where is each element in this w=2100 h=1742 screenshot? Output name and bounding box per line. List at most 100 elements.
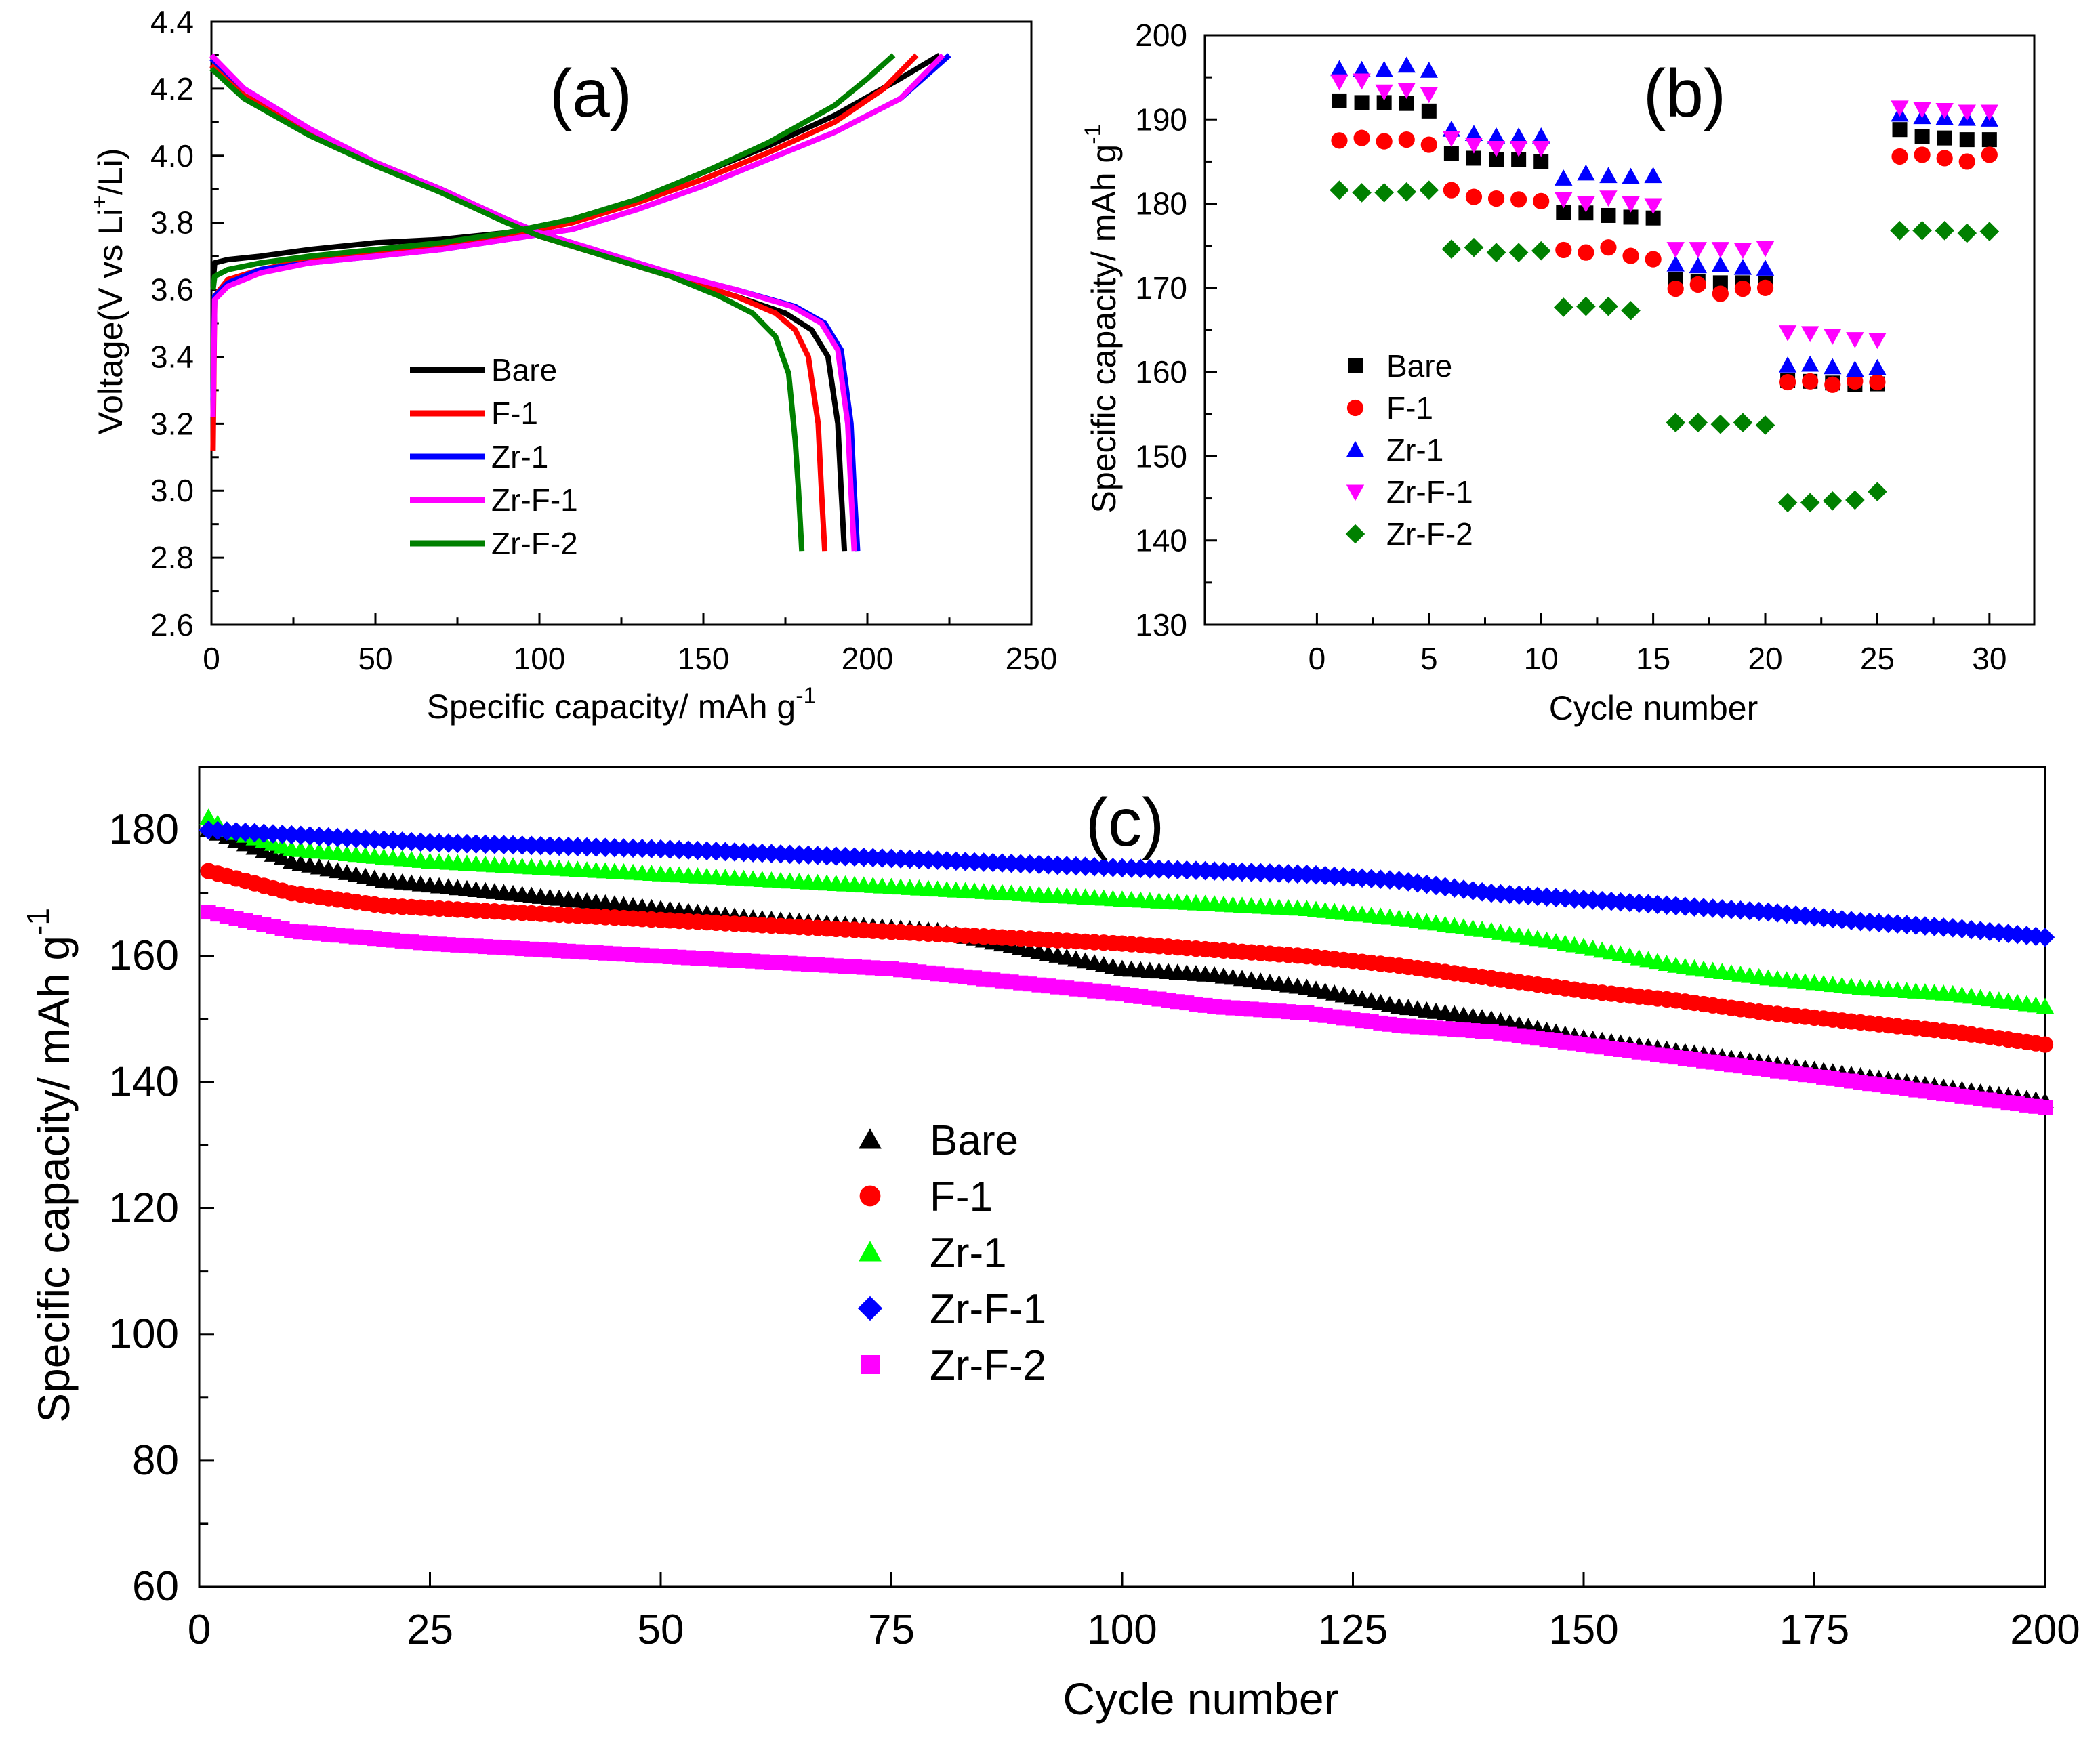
legend-label: F-1 [491, 396, 538, 431]
point-zr-f-2 [1979, 222, 2000, 241]
point-f-1 [1936, 150, 1953, 167]
point-f-1 [1914, 146, 1931, 163]
point-zr-f-2 [1599, 296, 1618, 316]
point-zr-1 [1397, 56, 1416, 73]
point-f-1 [1645, 251, 1662, 268]
point-zr-f-1 [1398, 872, 1418, 892]
point-zr-f-1 [1758, 902, 1778, 922]
point-zr-1 [1824, 358, 1842, 375]
y-tick-label: 180 [1135, 186, 1187, 222]
legend-b: Bare F-1 Zr-1 Zr-F-1 Zr-F-2 [1345, 348, 1473, 552]
point-zr-f-1 [1666, 896, 1686, 916]
point-zr-f-2 [1957, 223, 1977, 243]
point-zr-f-2 [1890, 221, 1910, 241]
point-zr-f-1 [1824, 329, 1842, 345]
legend-label: Zr-F-1 [930, 1286, 1046, 1333]
plot-frame-a [210, 20, 1033, 626]
point-zr-f-1 [1913, 102, 1931, 119]
point-zr-f-2 [1868, 482, 1887, 501]
x-tick-label: 150 [1548, 1606, 1618, 1653]
point-bare [1645, 210, 1661, 226]
point-zr-1 [1756, 260, 1775, 276]
panel-b: 0 5 10 15 20 25 30 130 140 150 160 170 180 190 200 (b) B… [1080, 18, 2036, 727]
y-tick-label: 3.2 [150, 406, 194, 441]
point-zr-f-1 [1353, 73, 1371, 90]
panel-label-b: (b) [1643, 56, 1726, 131]
point-zr-1 [1509, 127, 1528, 144]
point-zr-f-1 [1599, 190, 1618, 207]
legend-marker-f-1 [1346, 399, 1364, 417]
point-zr-f-1 [1739, 900, 1760, 921]
panel-label-a: (a) [550, 56, 632, 131]
point-zr-f-1 [1795, 906, 1815, 926]
y-tick-label: 80 [132, 1437, 179, 1484]
point-zr-f-2 [1822, 491, 1842, 511]
point-bare [1959, 132, 1975, 148]
point-zr-f-1 [1577, 196, 1595, 213]
point-f-1 [1376, 133, 1393, 150]
y-tick-label: 160 [1135, 354, 1187, 390]
point-zr-f-2 [1419, 180, 1439, 200]
y-tick-label: 190 [1135, 102, 1187, 137]
point-zr-f-1 [1933, 917, 1954, 937]
x-tick-label: 0 [188, 1606, 211, 1653]
point-zr-f-1 [1935, 103, 1954, 119]
point-zr-1 [1599, 167, 1618, 184]
point-zr-f-1 [1509, 140, 1528, 157]
legend-label: F-1 [930, 1174, 993, 1220]
point-zr-1 [1353, 60, 1371, 77]
x-tick-label: 200 [842, 641, 894, 676]
point-zr-f-1 [1891, 100, 1909, 117]
point-zr-1 [1464, 125, 1483, 141]
point-zr-1 [1555, 169, 1573, 186]
y-tick-label: 100 [109, 1311, 179, 1358]
y-tick-label: 160 [109, 932, 179, 979]
legend-marker-zr-f-2 [1345, 524, 1365, 544]
point-bare [1332, 93, 1347, 108]
point-bare [1578, 205, 1594, 221]
x-tick-label: 0 [1309, 641, 1326, 676]
point-zr-1 [1689, 257, 1707, 274]
point-zr-1 [1666, 255, 1685, 272]
x-tick-label: 20 [1748, 641, 1782, 676]
series-f-1 [200, 863, 2054, 1053]
legend-c: Bare F-1 Zr-1 Zr-F-1 Zr-F-2 [857, 1117, 1046, 1389]
point-bare [1556, 205, 1571, 220]
point-bare [1399, 96, 1414, 111]
plot-frame-c [198, 766, 2046, 1588]
series-line-zr-f-2-discharge [209, 66, 805, 552]
legend-marker-zr-1 [1346, 440, 1365, 457]
x-tick-label: 175 [1779, 1606, 1849, 1653]
x-axis-label-c: Cycle number [1063, 1674, 1338, 1724]
point-zr-f-1 [1555, 192, 1573, 209]
point-zr-f-1 [1509, 885, 1529, 905]
point-zr-f-1 [217, 821, 237, 841]
point-zr-1 [1330, 60, 1348, 77]
point-zr-1 [199, 808, 218, 825]
point-zr-f-1 [2017, 926, 2037, 945]
x-tick-label: 30 [1972, 641, 2006, 676]
point-bare [1511, 152, 1527, 167]
point-bare [1443, 146, 1459, 161]
point-zr-1 [2036, 997, 2055, 1014]
point-f-1 [1667, 281, 1684, 297]
point-zr-f-2 [1486, 243, 1506, 262]
point-f-1 [1487, 190, 1505, 207]
point-zr-f-1 [1756, 241, 1775, 257]
point-bare [1533, 154, 1549, 169]
point-zr-1 [1778, 356, 1797, 373]
x-tick-label: 10 [1524, 641, 1559, 676]
point-zr-f-1 [1749, 901, 1769, 921]
y-tick-label: 3.0 [150, 473, 194, 508]
point-f-1 [1869, 373, 1886, 391]
point-zr-f-1 [1689, 242, 1707, 258]
point-bare [1466, 150, 1481, 166]
legend-label: Bare [491, 352, 557, 388]
legend-label: Zr-F-1 [491, 482, 578, 518]
legend-label: Bare [930, 1117, 1018, 1164]
point-zr-1 [1532, 127, 1550, 144]
point-zr-f-2 [1553, 297, 1573, 317]
point-zr-f-1 [1371, 869, 1391, 889]
point-zr-f-1 [1527, 886, 1548, 907]
point-bare [1623, 209, 1639, 225]
